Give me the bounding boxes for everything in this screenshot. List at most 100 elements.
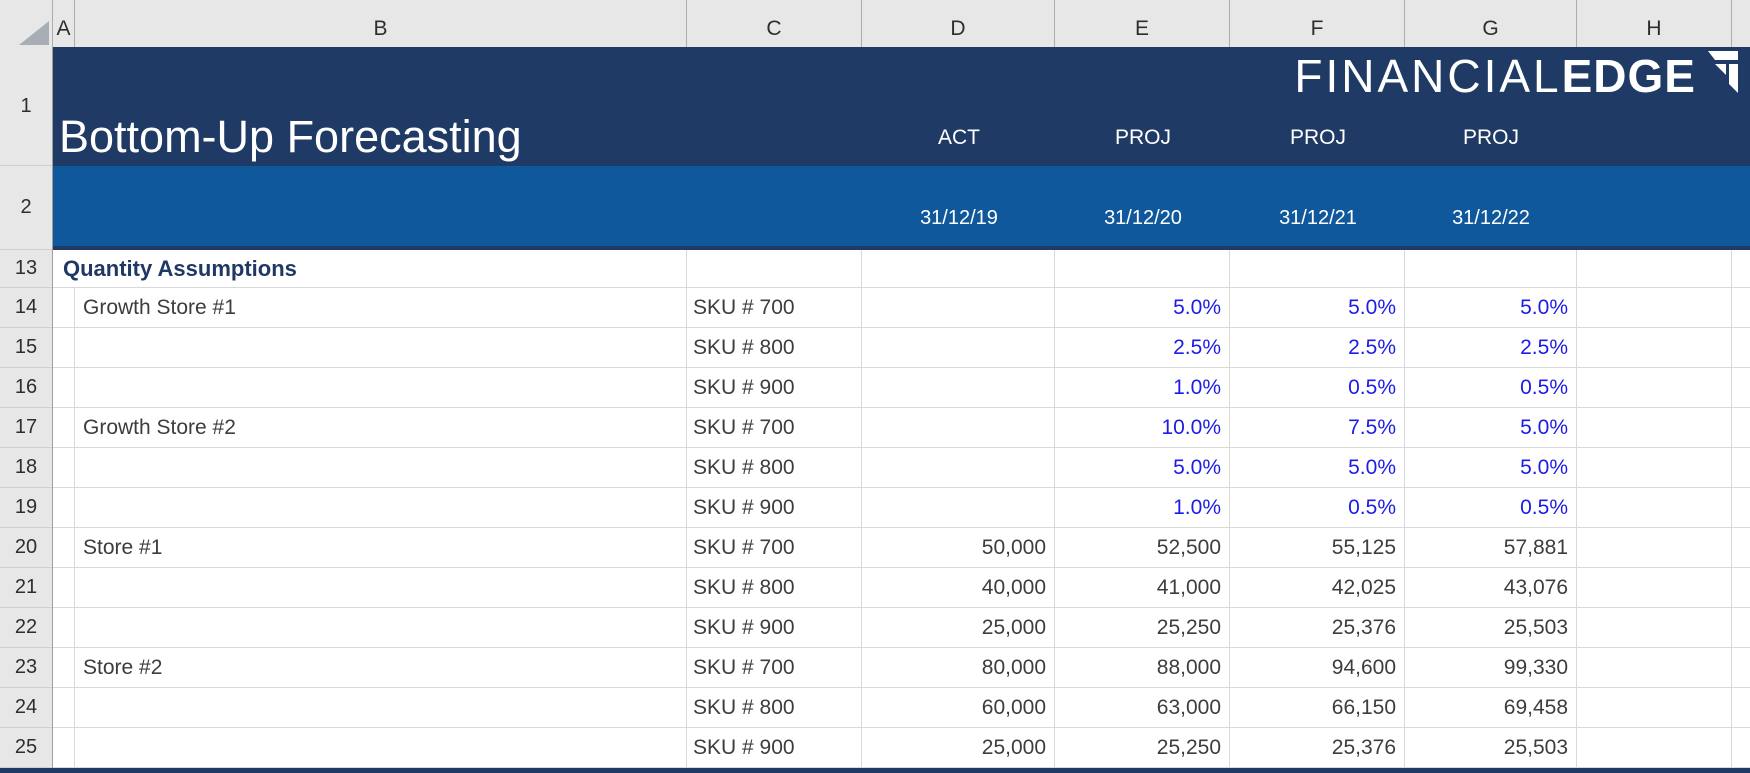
cell-indent[interactable] (53, 688, 75, 728)
value-cell-f[interactable]: 0.5% (1230, 368, 1405, 408)
store-label-cell[interactable]: Growth Store #1 (75, 288, 687, 328)
row-header-20[interactable]: 20 (0, 528, 52, 568)
date-cell-g[interactable]: 31/12/22 (1452, 207, 1530, 229)
row-header-23[interactable]: 23 (0, 648, 52, 688)
cell[interactable] (1230, 250, 1405, 288)
store-label-cell[interactable] (75, 568, 687, 608)
row-header-1[interactable]: 1 (0, 47, 52, 166)
value-cell-f[interactable]: 25,376 (1230, 728, 1405, 768)
cell[interactable] (1577, 250, 1732, 288)
value-cell-e[interactable]: 1.0% (1055, 488, 1230, 528)
value-cell-e[interactable]: 52,500 (1055, 528, 1230, 568)
value-cell-e[interactable]: 88,000 (1055, 648, 1230, 688)
cell[interactable] (1577, 608, 1732, 648)
value-cell-f[interactable]: 5.0% (1230, 448, 1405, 488)
value-cell-f[interactable]: 25,376 (1230, 608, 1405, 648)
period-label-proj-2[interactable]: PROJ (1289, 126, 1346, 149)
cell[interactable] (1577, 448, 1732, 488)
period-label-act[interactable]: ACT (938, 126, 980, 149)
cell[interactable] (1577, 528, 1732, 568)
column-header-C[interactable]: C (687, 0, 862, 47)
row-header-2[interactable]: 2 (0, 166, 52, 250)
column-header-F[interactable]: F (1230, 0, 1405, 47)
value-cell-g[interactable]: 43,076 (1405, 568, 1577, 608)
value-cell-d[interactable]: 40,000 (862, 568, 1055, 608)
value-cell-e[interactable]: 1.0% (1055, 368, 1230, 408)
cell[interactable] (1577, 728, 1732, 768)
date-cell-f[interactable]: 31/12/21 (1279, 207, 1357, 229)
cell-indent[interactable] (53, 608, 75, 648)
row-header-25[interactable]: 25 (0, 728, 52, 768)
sku-cell[interactable]: SKU # 800 (687, 328, 862, 368)
sku-cell[interactable]: SKU # 700 (687, 528, 862, 568)
cell-indent[interactable] (53, 368, 75, 408)
value-cell-d[interactable]: 50,000 (862, 528, 1055, 568)
value-cell-d[interactable] (862, 448, 1055, 488)
value-cell-d[interactable]: 25,000 (862, 728, 1055, 768)
value-cell-g[interactable]: 5.0% (1405, 448, 1577, 488)
cell[interactable] (1577, 408, 1732, 448)
cell[interactable] (1577, 328, 1732, 368)
value-cell-g[interactable]: 99,330 (1405, 648, 1577, 688)
store-label-cell[interactable]: Growth Store #2 (75, 408, 687, 448)
store-label-cell[interactable] (75, 688, 687, 728)
column-header-A[interactable]: A (53, 0, 75, 47)
cell[interactable] (1405, 250, 1577, 288)
store-label-cell[interactable]: Store #2 (75, 648, 687, 688)
row-header-18[interactable]: 18 (0, 448, 52, 488)
value-cell-e[interactable]: 25,250 (1055, 608, 1230, 648)
value-cell-g[interactable]: 0.5% (1405, 368, 1577, 408)
cell[interactable] (687, 250, 862, 288)
column-header-H[interactable]: H (1577, 0, 1732, 47)
cell-indent[interactable] (53, 568, 75, 608)
sku-cell[interactable]: SKU # 700 (687, 408, 862, 448)
column-header-G[interactable]: G (1405, 0, 1577, 47)
store-label-cell[interactable]: Store #1 (75, 528, 687, 568)
store-label-cell[interactable] (75, 608, 687, 648)
store-label-cell[interactable] (75, 728, 687, 768)
page-title[interactable]: Bottom-Up Forecasting (59, 110, 522, 162)
value-cell-g[interactable]: 2.5% (1405, 328, 1577, 368)
row-header-13[interactable]: 13 (0, 250, 52, 288)
select-all-button[interactable] (0, 0, 53, 47)
value-cell-d[interactable] (862, 328, 1055, 368)
date-cell-e[interactable]: 31/12/20 (1104, 207, 1182, 229)
value-cell-d[interactable] (862, 488, 1055, 528)
value-cell-e[interactable]: 2.5% (1055, 328, 1230, 368)
row-header-21[interactable]: 21 (0, 568, 52, 608)
cell-indent[interactable] (53, 408, 75, 448)
sku-cell[interactable]: SKU # 900 (687, 728, 862, 768)
cell-indent[interactable] (53, 288, 75, 328)
store-label-cell[interactable] (75, 328, 687, 368)
row-header-14[interactable]: 14 (0, 288, 52, 328)
store-label-cell[interactable] (75, 448, 687, 488)
cell[interactable] (1577, 488, 1732, 528)
cell[interactable] (1577, 368, 1732, 408)
cell[interactable] (1577, 568, 1732, 608)
cell-indent[interactable] (53, 488, 75, 528)
section-title-cell[interactable]: Quantity Assumptions (53, 250, 687, 288)
value-cell-f[interactable]: 66,150 (1230, 688, 1405, 728)
row-header-24[interactable]: 24 (0, 688, 52, 728)
sku-cell[interactable]: SKU # 900 (687, 368, 862, 408)
value-cell-d[interactable] (862, 408, 1055, 448)
cell[interactable] (1577, 688, 1732, 728)
row-header-15[interactable]: 15 (0, 328, 52, 368)
value-cell-e[interactable]: 5.0% (1055, 288, 1230, 328)
row-header-19[interactable]: 19 (0, 488, 52, 528)
column-header-B[interactable]: B (75, 0, 687, 47)
value-cell-d[interactable]: 25,000 (862, 608, 1055, 648)
value-cell-f[interactable]: 5.0% (1230, 288, 1405, 328)
value-cell-g[interactable]: 25,503 (1405, 728, 1577, 768)
value-cell-f[interactable]: 55,125 (1230, 528, 1405, 568)
value-cell-e[interactable]: 63,000 (1055, 688, 1230, 728)
store-label-cell[interactable] (75, 488, 687, 528)
column-header-E[interactable]: E (1055, 0, 1230, 47)
store-label-cell[interactable] (75, 368, 687, 408)
value-cell-f[interactable]: 0.5% (1230, 488, 1405, 528)
cell-indent[interactable] (53, 728, 75, 768)
value-cell-g[interactable]: 5.0% (1405, 408, 1577, 448)
period-label-proj-3[interactable]: PROJ (1462, 126, 1519, 149)
value-cell-g[interactable]: 0.5% (1405, 488, 1577, 528)
value-cell-d[interactable] (862, 288, 1055, 328)
